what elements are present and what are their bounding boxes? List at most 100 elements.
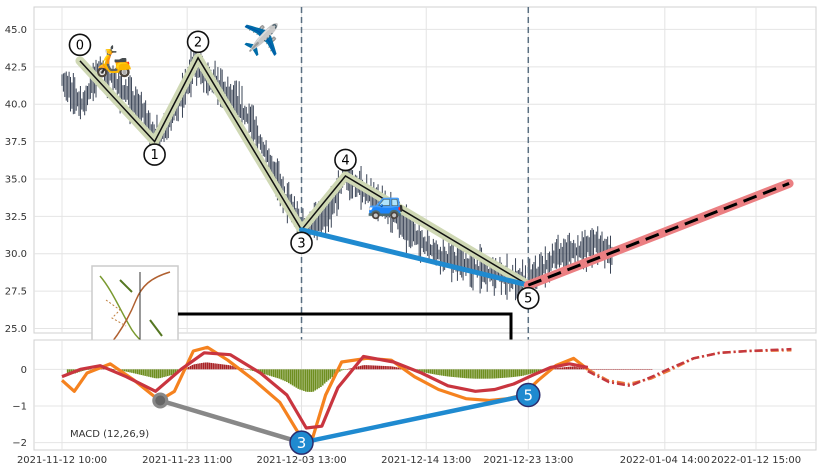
histogram-bar <box>384 366 386 370</box>
price-y-tick: 30.0 <box>5 249 27 260</box>
histogram-bar <box>380 365 383 370</box>
price-y-tick: 27.5 <box>5 287 27 298</box>
histogram-bar <box>497 369 500 379</box>
histogram-bar <box>155 369 158 379</box>
histogram-bar <box>221 364 224 370</box>
histogram-bar <box>297 369 300 389</box>
histogram-bar <box>461 369 464 378</box>
histogram-bar <box>590 369 592 370</box>
price-y-tick: 35.0 <box>5 174 27 185</box>
histogram-bar <box>308 369 311 392</box>
histogram-bar <box>577 367 579 370</box>
histogram-bar <box>560 367 562 370</box>
histogram-bar <box>592 369 594 370</box>
histogram-bar <box>344 369 347 370</box>
histogram-bar <box>127 369 129 373</box>
histogram-bar <box>458 369 460 378</box>
histogram-bar <box>136 369 139 375</box>
wave-labels: 0 1 2 3 4 5 <box>68 30 540 310</box>
histogram-bar <box>399 367 402 370</box>
histogram-bar <box>348 368 351 370</box>
histogram-bar <box>320 369 322 388</box>
histogram-bar <box>390 366 392 370</box>
histogram-bar <box>476 369 479 379</box>
histogram-bar <box>66 369 69 374</box>
histogram-bar <box>475 369 477 379</box>
histogram-bar <box>123 369 126 372</box>
histogram-bar <box>144 369 146 376</box>
histogram-bar <box>151 369 154 378</box>
histogram-bar <box>509 369 511 378</box>
wave-point-circle <box>186 30 210 54</box>
car-icon: 🚙 <box>367 186 404 221</box>
histogram-bar <box>594 369 596 370</box>
histogram-bar <box>174 369 177 374</box>
histogram-bar <box>395 367 398 370</box>
macd-point-label: 3 <box>297 434 307 452</box>
histogram-bar <box>628 369 630 370</box>
histogram-bar <box>218 363 220 370</box>
histogram-bar <box>637 369 640 370</box>
histogram-bar <box>597 369 600 370</box>
price-y-tick: 42.5 <box>5 62 27 73</box>
x-tick-label: 2021-11-12 10:00 <box>17 455 107 466</box>
histogram-bar <box>363 365 366 370</box>
wave-point-label: 2 <box>194 35 202 50</box>
histogram-bar <box>505 369 507 378</box>
histogram-bar <box>618 369 621 370</box>
histogram-bar <box>631 369 634 370</box>
histogram-bar <box>437 369 439 376</box>
histogram-bar <box>492 369 494 379</box>
histogram-bar <box>161 369 163 378</box>
histogram-bar <box>433 369 436 375</box>
histogram-bar <box>229 365 231 370</box>
histogram-bar <box>535 369 538 373</box>
histogram-bar <box>573 366 575 370</box>
histogram-bar <box>193 364 196 370</box>
histogram-bar <box>488 369 490 379</box>
histogram-bar <box>333 369 335 376</box>
histogram-bar <box>159 369 162 379</box>
histogram-bar <box>121 369 124 371</box>
histogram-bar <box>561 367 564 370</box>
histogram-bar <box>514 369 517 377</box>
histogram-bar <box>314 369 317 391</box>
macd-point-label: 5 <box>524 387 534 405</box>
histogram-bar <box>212 363 214 370</box>
histogram-bar <box>244 369 247 370</box>
histogram-bar <box>206 362 209 370</box>
histogram-bar <box>465 369 468 379</box>
histogram-bar <box>371 365 373 370</box>
histogram-bar <box>250 369 252 371</box>
histogram-bar <box>527 369 530 375</box>
histogram-bar <box>575 366 577 370</box>
histogram-bar <box>490 369 492 379</box>
histogram-bar <box>248 369 250 371</box>
histogram-bar <box>325 369 328 382</box>
histogram-bar <box>316 369 318 390</box>
histogram-bar <box>388 366 390 370</box>
histogram-bar <box>614 369 617 370</box>
histogram-bar <box>68 369 71 374</box>
airplane-icon: ✈️ <box>243 21 280 58</box>
histogram-bar <box>284 369 286 382</box>
histogram-bar <box>280 369 283 380</box>
histogram-bar <box>467 369 470 379</box>
histogram-bar <box>454 369 456 378</box>
histogram-bar <box>365 365 368 370</box>
histogram-bar <box>378 365 381 370</box>
x-tick-label: 2021-11-23 11:00 <box>142 455 232 466</box>
histogram-bar <box>578 367 581 370</box>
histogram-bar <box>495 369 498 379</box>
histogram-bar <box>225 364 228 370</box>
histogram-bar <box>471 369 473 379</box>
histogram-bar <box>469 369 471 379</box>
histogram-bar <box>202 362 205 370</box>
x-axis: 2021-11-12 10:00 2021-11-23 11:00 2021-12-… <box>17 455 801 466</box>
histogram-bar <box>227 365 230 370</box>
wave-point-circle <box>143 143 166 166</box>
histogram-bar <box>529 369 532 374</box>
histogram-bar <box>201 362 203 370</box>
histogram-bar <box>342 369 345 371</box>
